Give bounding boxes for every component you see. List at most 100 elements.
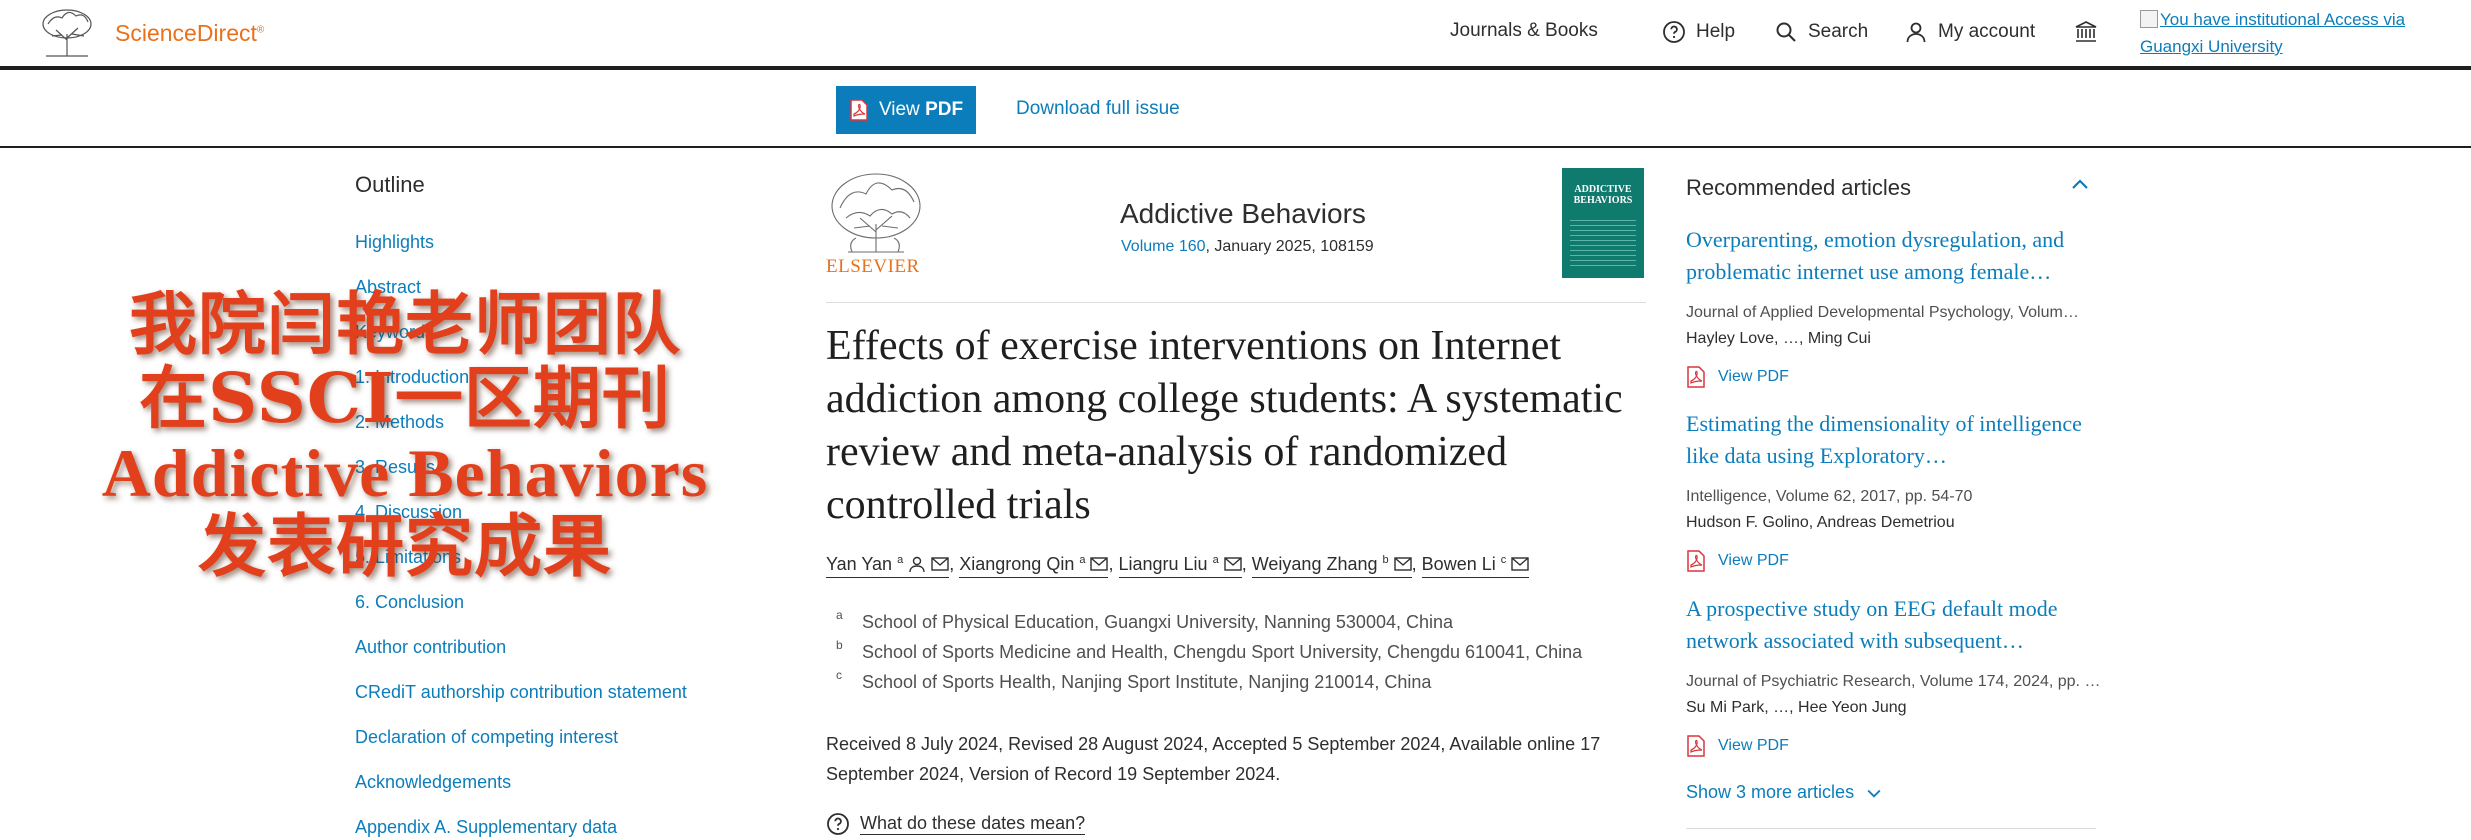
chevron-down-icon	[1867, 789, 1881, 798]
outline-item-credit-statement[interactable]: CRediT authorship contribution statement	[355, 682, 687, 702]
affiliation-list: a School of Physical Education, Guangxi U…	[836, 608, 1583, 702]
divider	[826, 302, 1646, 303]
recommended-article-journal: Journal of Applied Developmental Psychol…	[1686, 304, 2079, 321]
view-pdf-prefix: View	[878, 99, 920, 120]
chevron-up-icon[interactable]	[2068, 173, 2092, 197]
journal-cover-image[interactable]: ADDICTIVE BEHAVIORS	[1562, 168, 1644, 278]
publisher-name: ELSEVIER	[826, 256, 920, 277]
author-affil-sup: a	[897, 554, 904, 566]
nav-search-label: Search	[1808, 21, 1869, 42]
announcement-overlay: 我院闫艳老师团队 在SSCI一区期刊 Addictive Behaviors 发…	[60, 288, 750, 584]
author-link[interactable]: Bowen Li c	[1421, 554, 1530, 578]
show-more-label: Show 3 more articles	[1686, 782, 1855, 802]
affiliation-item: a School of Physical Education, Guangxi U…	[836, 608, 1582, 642]
recommended-article-journal: Intelligence, Volume 62, 2017, pp. 54-70	[1686, 488, 1973, 505]
dates-help-label: What do these dates mean?	[860, 813, 1086, 835]
pdf-icon	[1687, 550, 1705, 572]
outline-item-abstract[interactable]: Abstract	[355, 277, 422, 297]
nav-help-label: Help	[1696, 21, 1736, 42]
recommended-article-authors: Hudson F. Golino, Andreas Demetriou	[1686, 514, 1955, 531]
recommended-article: Estimating the dimensionality of intelli…	[1686, 408, 2106, 572]
cover-decoration	[1570, 216, 1636, 266]
email-icon	[931, 557, 949, 571]
nav-help[interactable]: Help	[1662, 20, 1735, 44]
download-full-issue-link[interactable]: Download full issue	[1016, 98, 1180, 119]
nav-journals-label: Journals & Books	[1450, 20, 1598, 41]
brand-name: ScienceDirect	[115, 20, 257, 46]
person-icon	[909, 556, 925, 573]
email-icon	[1090, 557, 1109, 571]
overlay-line-3: Addictive Behaviors	[101, 435, 709, 511]
recommended-article-title[interactable]: A prospective study on EEG default mode …	[1686, 596, 2058, 653]
email-icon	[1393, 557, 1412, 571]
author-name: Liangru Liu	[1118, 554, 1208, 574]
affiliation-item: c School of Sports Health, Nanjing Sport …	[836, 668, 1582, 702]
overlay-line-1: 我院闫艳老师团队	[128, 285, 681, 365]
institutional-access-link[interactable]: You have institutional Access via Guangx…	[2140, 6, 2430, 60]
outline-item-competing-interest[interactable]: Declaration of competing interest	[355, 727, 619, 747]
author-name: Weiyang Zhang	[1251, 554, 1378, 574]
overlay-line-2: 在SSCI一区期刊	[139, 359, 671, 439]
author-link[interactable]: Yan Yan a	[826, 554, 950, 578]
recommended-view-pdf-link[interactable]: View PDF	[1686, 366, 2106, 388]
search-icon	[1776, 22, 1796, 42]
nav-search[interactable]: Search	[1774, 20, 1868, 44]
show-more-articles-button[interactable]: Show 3 more articles	[1686, 782, 1884, 803]
affiliation-sup: b	[836, 638, 843, 652]
affiliation-text: School of Sports Health, Nanjing Sport I…	[862, 672, 1432, 692]
outline-list: Highlights Abstract Keywords 1. Introduc…	[355, 230, 687, 840]
recommended-article-authors: Su Mi Park, …, Hee Yeon Jung	[1686, 699, 1907, 716]
recommended-article: A prospective study on EEG default mode …	[1686, 593, 2106, 757]
view-pdf-button[interactable]: View PDF	[836, 86, 976, 134]
affiliation-sup: a	[836, 608, 843, 622]
elsevier-logo-icon[interactable]	[826, 168, 926, 278]
outline-item-limitations[interactable]: 5. Limitations	[355, 547, 462, 567]
pdf-icon	[850, 99, 868, 121]
outline-item-results[interactable]: 3. Results	[355, 457, 436, 477]
recommended-view-pdf-link[interactable]: View PDF	[1686, 735, 2106, 757]
author-list: Yan Yan a , Xiangrong Qin a , Liangru Li…	[826, 554, 1530, 578]
author-link[interactable]: Liangru Liu a	[1118, 554, 1242, 578]
elsevier-tree-icon[interactable]	[38, 6, 96, 58]
recommended-title: Recommended articles	[1686, 175, 1911, 200]
pdf-icon	[1687, 735, 1705, 757]
outline-item-discussion[interactable]: 4. Discussion	[355, 502, 463, 522]
top-bar: ScienceDirect® Journals & Books Help Sea…	[0, 0, 2471, 70]
nav-my-account[interactable]: My account	[1904, 20, 2035, 44]
dates-help-link[interactable]: What do these dates mean?	[826, 812, 1086, 836]
author-affil-sup: c	[1500, 554, 1507, 566]
nav-institution[interactable]	[2074, 20, 2098, 44]
affiliation-text: School of Sports Medicine and Health, Ch…	[862, 642, 1583, 662]
journal-title[interactable]: Addictive Behaviors	[1120, 198, 1366, 229]
outline-item-conclusion[interactable]: 6. Conclusion	[355, 592, 465, 612]
cover-title: ADDICTIVE BEHAVIORS	[1573, 184, 1633, 206]
outline-item-acknowledgements[interactable]: Acknowledgements	[355, 772, 512, 792]
view-pdf-label: View PDF	[1718, 737, 1789, 754]
volume-link[interactable]: Volume 160	[1121, 238, 1206, 255]
overlay-line-4: 发表研究成果	[197, 507, 612, 587]
recommended-article-title[interactable]: Estimating the dimensionality of intelli…	[1686, 411, 2082, 468]
outline-item-introduction[interactable]: 1. Introduction	[355, 367, 470, 387]
outline-item-appendix[interactable]: Appendix A. Supplementary data	[355, 817, 618, 837]
author-link[interactable]: Xiangrong Qin a	[959, 554, 1109, 578]
institutional-access-text: You have institutional Access via Guangx…	[2140, 10, 2406, 56]
outline-item-methods[interactable]: 2. Methods	[355, 412, 445, 432]
volume-details: , January 2025, 108159	[1205, 238, 1374, 255]
nav-journals-books[interactable]: Journals & Books	[1450, 20, 1598, 42]
author-name: Bowen Li	[1421, 554, 1496, 574]
outline-item-author-contribution[interactable]: Author contribution	[355, 637, 507, 657]
outline-item-keywords[interactable]: Keywords	[355, 322, 435, 342]
recommended-article-title[interactable]: Overparenting, emotion dysregulation, an…	[1686, 227, 2065, 284]
divider	[1686, 828, 2096, 829]
recommended-article-journal: Journal of Psychiatric Research, Volume …	[1686, 673, 2101, 690]
affiliation-text: School of Physical Education, Guangxi Un…	[862, 612, 1454, 632]
pdf-icon	[1687, 366, 1705, 388]
author-link[interactable]: Weiyang Zhang b	[1251, 554, 1412, 578]
view-pdf-bold: PDF	[925, 99, 964, 120]
brand-logo[interactable]: ScienceDirect®	[115, 20, 264, 47]
view-pdf-label: View PDF	[1718, 368, 1789, 385]
brand-mark: ®	[256, 24, 265, 36]
recommended-view-pdf-link[interactable]: View PDF	[1686, 550, 2106, 572]
outline-item-highlights[interactable]: Highlights	[355, 232, 435, 252]
recommended-article: Overparenting, emotion dysregulation, an…	[1686, 224, 2106, 388]
